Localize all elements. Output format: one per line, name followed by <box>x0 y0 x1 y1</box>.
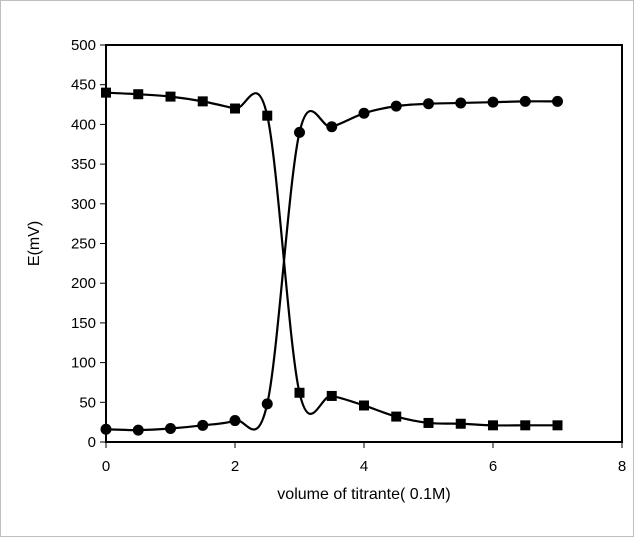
series-layer <box>100 87 563 436</box>
y-tick-label: 400 <box>71 116 96 133</box>
square-marker <box>165 91 176 102</box>
square-marker <box>326 390 337 401</box>
circle-marker <box>132 424 144 436</box>
y-tick-label: 500 <box>71 37 96 54</box>
circle-marker <box>358 107 370 119</box>
series-line-2 <box>105 100 558 432</box>
y-tick-label: 300 <box>71 196 96 213</box>
x-tick-label: 2 <box>231 458 239 475</box>
y-tick-label: 450 <box>71 77 96 94</box>
circle-marker <box>423 98 434 110</box>
square-marker <box>455 418 466 429</box>
square-marker <box>423 417 434 428</box>
square-marker <box>520 420 531 431</box>
square-marker <box>359 400 369 411</box>
square-marker <box>391 411 402 422</box>
x-tick-label: 0 <box>102 458 110 475</box>
x-tick-label: 6 <box>489 458 497 475</box>
y-axis-title: E(mV) <box>26 221 43 266</box>
x-axis-ticks: 0 2 4 6 8 <box>102 442 626 475</box>
circle-marker <box>229 415 241 427</box>
circle-marker <box>294 126 305 138</box>
plot-area-border <box>105 44 623 443</box>
x-axis-title: volume of titrante( 0.1M) <box>277 486 450 503</box>
circle-marker <box>552 95 563 107</box>
square-marker <box>197 96 208 107</box>
circle-marker <box>455 97 467 109</box>
y-tick-label: 50 <box>79 394 96 411</box>
series-line-1 <box>105 91 558 427</box>
y-tick-label: 150 <box>71 315 96 332</box>
y-tick-label: 0 <box>88 434 96 451</box>
y-tick-label: 250 <box>71 236 96 253</box>
square-marker <box>552 420 563 431</box>
circle-marker <box>197 419 209 431</box>
x-tick-label: 4 <box>360 458 368 475</box>
square-marker <box>262 110 273 121</box>
square-marker <box>133 89 144 100</box>
circle-marker <box>487 96 499 108</box>
y-tick-label: 350 <box>71 156 96 173</box>
x-tick-label: 8 <box>618 458 626 475</box>
y-tick-label: 100 <box>71 355 96 372</box>
circle-marker <box>261 398 273 410</box>
y-axis-ticks: 0 50 100 150 200 250 300 350 400 450 500 <box>71 37 106 451</box>
circle-marker <box>326 121 338 133</box>
circle-marker <box>165 423 176 435</box>
square-marker <box>488 420 498 431</box>
circle-marker <box>390 100 402 112</box>
circle-marker <box>519 95 531 107</box>
y-tick-label: 200 <box>71 275 96 292</box>
square-marker <box>294 387 305 398</box>
square-marker <box>230 103 240 114</box>
